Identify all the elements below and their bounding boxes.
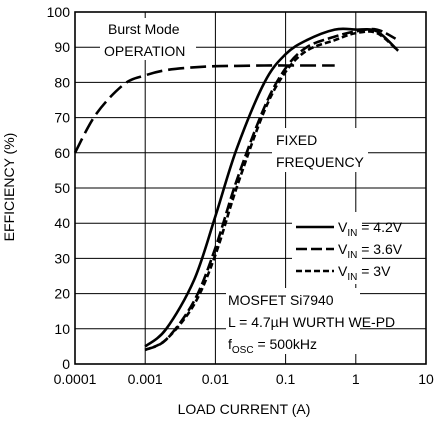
x-tick-label: 0.001	[128, 371, 163, 387]
curve-vin-4v2	[144, 27, 399, 348]
burst-operation-label: OPERATION	[104, 43, 185, 59]
x-tick-label: 1	[352, 371, 360, 387]
x-tick-labels: 0.0001 0.001 0.01 0.1 1 10	[54, 371, 434, 387]
fixed-label-bg	[272, 128, 368, 172]
x-tick-label: 10	[418, 371, 434, 387]
legend-entry-4v2: VIN = 4.2V	[338, 219, 403, 239]
y-tick-label: 10	[54, 321, 70, 337]
legend-entry-3v: VIN = 3V	[338, 263, 391, 283]
burst-mode-label: Burst Mode	[108, 21, 180, 37]
legend-entry-3v6: VIN = 3.6V	[338, 241, 403, 261]
y-axis-title: EFFICIENCY (%)	[1, 133, 17, 242]
y-tick-label: 90	[54, 39, 70, 55]
efficiency-curves	[73, 27, 399, 352]
frequency-label: FREQUENCY	[276, 154, 365, 170]
y-tick-labels: 0 10 20 30 40 50 60 70 80 90 100	[47, 4, 71, 372]
mosfet-note: MOSFET Si7940	[228, 292, 334, 308]
curve-vin-3v6	[144, 27, 399, 352]
fosc-note: fOSC = 500kHz	[228, 336, 317, 356]
x-tick-label: 0.1	[276, 371, 296, 387]
y-tick-label: 100	[47, 4, 71, 20]
y-tick-label: 0	[62, 356, 70, 372]
burst-label-bg	[100, 18, 196, 60]
y-tick-label: 70	[54, 110, 70, 126]
y-tick-label: 20	[54, 286, 70, 302]
y-tick-label: 50	[54, 180, 70, 196]
plot-frame	[74, 11, 427, 365]
x-tick-label: 0.01	[202, 371, 229, 387]
curve-vin-3v	[144, 30, 399, 352]
fixed-label: FIXED	[276, 132, 317, 148]
legend: VIN = 4.2V VIN = 3.6V VIN = 3V	[292, 212, 403, 284]
notes-bg	[226, 288, 360, 354]
y-tick-label: 80	[54, 74, 70, 90]
curve-burst-mode	[73, 64, 335, 154]
inductor-note: L = 4.7µH WURTH WE-PD	[228, 314, 395, 330]
x-axis-title: LOAD CURRENT (A)	[178, 401, 311, 417]
y-tick-label: 40	[54, 215, 70, 231]
y-tick-label: 30	[54, 250, 70, 266]
y-tick-label: 60	[54, 145, 70, 161]
x-tick-label: 0.0001	[54, 371, 97, 387]
